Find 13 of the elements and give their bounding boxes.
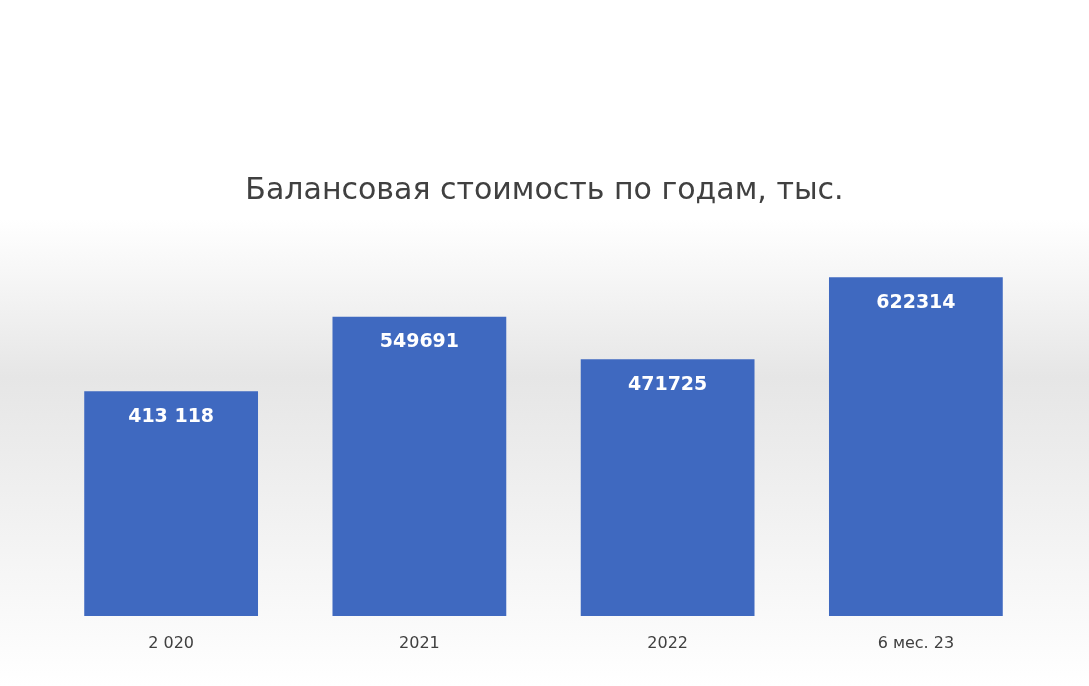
chart-title: Балансовая стоимость по годам, тыс. bbox=[245, 170, 844, 206]
x-tick-label: 2 020 bbox=[148, 632, 195, 652]
data-label: 471725 bbox=[627, 371, 708, 394]
data-label: 549691 bbox=[379, 329, 460, 352]
x-tick-label: 6 мес. 23 bbox=[877, 632, 955, 652]
bar bbox=[84, 391, 259, 616]
x-tick-label: 2021 bbox=[399, 632, 440, 652]
data-label: 413 118 bbox=[128, 403, 215, 426]
bar bbox=[828, 277, 1003, 616]
bar bbox=[332, 316, 507, 616]
x-tick-label: 2022 bbox=[647, 632, 688, 652]
bar bbox=[580, 359, 755, 616]
data-label: 622314 bbox=[876, 289, 956, 312]
